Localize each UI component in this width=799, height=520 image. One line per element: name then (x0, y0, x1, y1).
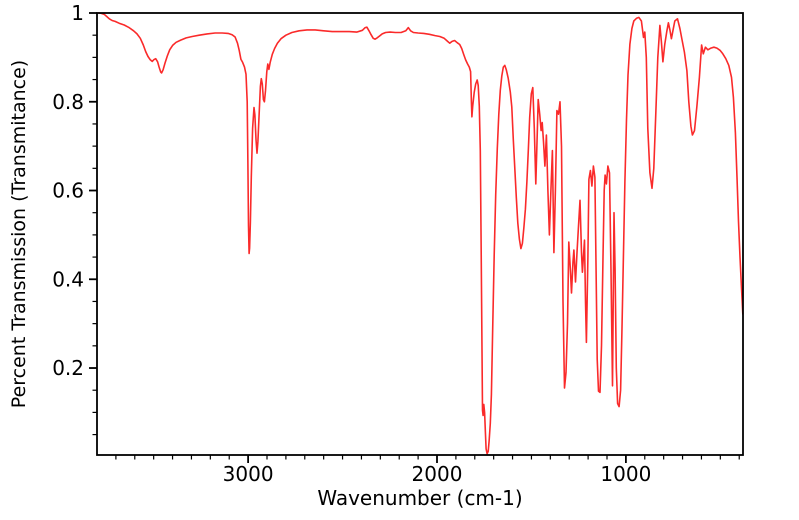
plot-frame (96, 12, 744, 456)
y-tick-label: 1 (71, 1, 84, 25)
x-axis-title: Wavenumber (cm-1) (317, 486, 523, 510)
x-tick-label: 3000 (223, 462, 274, 486)
y-axis-title-wrap: Percent Transmission (Transmitance) (2, 13, 36, 455)
y-tick-label: 0.4 (52, 267, 84, 291)
x-tick-label: 2000 (412, 462, 463, 486)
y-tick-label: 0.6 (52, 179, 84, 203)
x-tick-label: 1000 (600, 462, 651, 486)
spectrum-line (96, 12, 744, 455)
y-axis-title: Percent Transmission (Transmitance) (8, 59, 30, 409)
y-tick-label: 0.8 (52, 90, 84, 114)
y-tick-label: 0.2 (52, 356, 84, 380)
